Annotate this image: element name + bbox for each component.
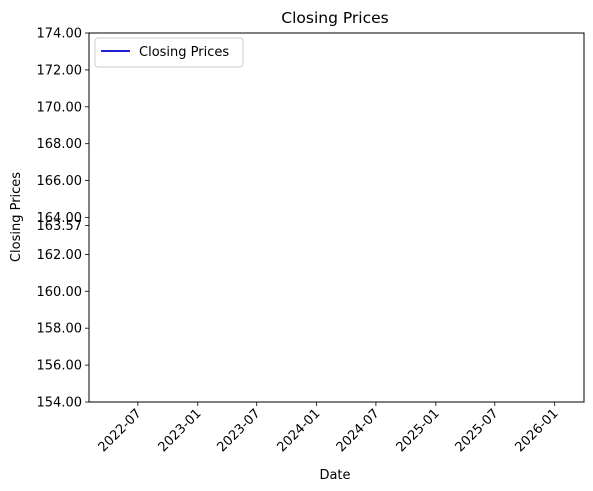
y-tick-label: 156.00 xyxy=(37,359,83,374)
legend: Closing Prices xyxy=(94,37,244,68)
legend-entry: Closing Prices xyxy=(139,45,229,60)
y-tick-label: 154.00 xyxy=(37,396,83,411)
y-tick-label: 163.57 xyxy=(37,219,83,234)
y-tick-label: 172.00 xyxy=(37,63,83,78)
y-tick-label: 174.00 xyxy=(37,27,83,42)
y-tick-label: 162.00 xyxy=(37,248,83,263)
y-tick-label: 166.00 xyxy=(37,174,83,189)
chart-title: Closing Prices xyxy=(281,9,388,27)
y-tick-label: 158.00 xyxy=(37,322,83,337)
y-tick-label: 160.00 xyxy=(37,285,83,300)
y-tick-label: 168.00 xyxy=(37,137,83,152)
y-axis: 154.00 156.00 158.00 160.00 162.00 163.57164.… xyxy=(37,27,89,411)
x-axis-title: Date xyxy=(319,468,350,483)
y-tick-label: 170.00 xyxy=(37,100,83,115)
y-axis-title: Closing Prices xyxy=(9,172,24,262)
legend-box xyxy=(94,37,244,68)
y-tick-label: 164.00 xyxy=(37,211,83,226)
